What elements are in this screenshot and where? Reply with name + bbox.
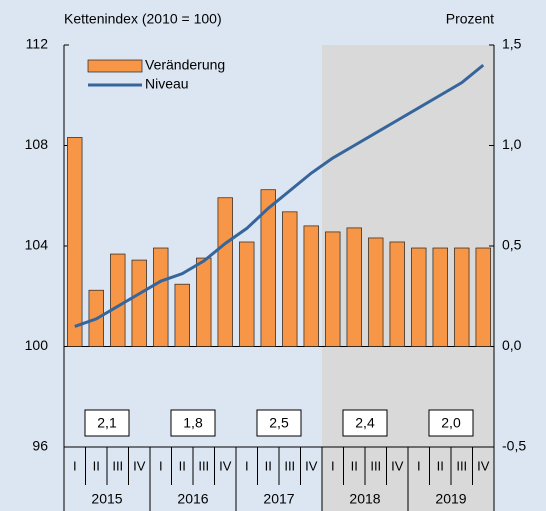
bar <box>411 247 427 347</box>
bar <box>454 247 470 347</box>
bar <box>239 241 255 347</box>
y2-tick-label: 0,5 <box>502 237 522 253</box>
bar <box>196 257 212 347</box>
x-tick-label: I <box>417 458 421 473</box>
x-tick-label: III <box>198 458 209 473</box>
x-tick-label: IV <box>391 458 404 473</box>
annual-label: 1,8 <box>183 415 203 431</box>
x-tick-label: III <box>284 458 295 473</box>
y-tick-label: 108 <box>25 136 49 152</box>
bar <box>174 283 190 347</box>
x-tick-label: II <box>93 458 100 473</box>
annual-box <box>256 409 302 437</box>
x-tick-label: I <box>331 458 335 473</box>
x-tick-label: IV <box>133 458 146 473</box>
line <box>74 63 485 328</box>
year-label: 2015 <box>91 491 122 507</box>
year-label: 2016 <box>177 491 208 507</box>
x-tick-label: IV <box>477 458 490 473</box>
annual-label: 2,5 <box>269 415 289 431</box>
annual-box <box>170 409 216 437</box>
x-tick-label: IV <box>305 458 318 473</box>
y2-tick-label: -0,5 <box>502 438 526 454</box>
bar <box>110 253 126 347</box>
y2-tick-label: 1,5 <box>502 36 522 52</box>
legend-label: Veränderung <box>145 57 225 73</box>
legend-swatch <box>87 59 143 73</box>
annual-label: 2,1 <box>97 415 117 431</box>
x-tick-label: I <box>73 458 77 473</box>
legend-label: Niveau <box>145 76 189 92</box>
year-label: 2017 <box>263 491 294 507</box>
x-tick-label: III <box>456 458 467 473</box>
bar <box>303 225 319 347</box>
annual-label: 2,4 <box>355 415 375 431</box>
x-tick-label: II <box>179 458 186 473</box>
annual-label: 2,0 <box>441 415 461 431</box>
x-tick-label: II <box>437 458 444 473</box>
bar <box>260 189 276 347</box>
bar <box>432 247 448 347</box>
left-axis-label: Kettenindex (2010 = 100) <box>64 11 222 27</box>
y2-tick-label: 0,0 <box>502 337 522 353</box>
bar <box>389 241 405 347</box>
x-tick-label: II <box>265 458 272 473</box>
x-tick-label: IV <box>219 458 232 473</box>
annual-box <box>428 409 474 437</box>
bar <box>325 231 341 347</box>
x-tick-label: III <box>112 458 123 473</box>
y-tick-label: 112 <box>26 36 49 52</box>
annual-box <box>342 409 388 437</box>
annual-box <box>84 409 130 437</box>
right-axis-label: Prozent <box>446 11 494 27</box>
y-tick-label: 104 <box>25 237 49 253</box>
bar <box>67 137 83 347</box>
y-tick-label: 96 <box>32 438 48 454</box>
x-tick-label: III <box>370 458 381 473</box>
bar <box>131 259 147 347</box>
bar <box>282 211 298 347</box>
bar <box>217 197 233 347</box>
bar <box>368 237 384 347</box>
bar <box>475 247 491 347</box>
bar <box>346 227 362 347</box>
x-tick-label: I <box>159 458 163 473</box>
x-tick-label: II <box>351 458 358 473</box>
x-tick-label: I <box>245 458 249 473</box>
year-label: 2019 <box>435 491 466 507</box>
year-label: 2018 <box>349 491 380 507</box>
y2-tick-label: 1,0 <box>502 136 522 152</box>
y-tick-label: 100 <box>25 337 49 353</box>
bar <box>153 247 169 347</box>
